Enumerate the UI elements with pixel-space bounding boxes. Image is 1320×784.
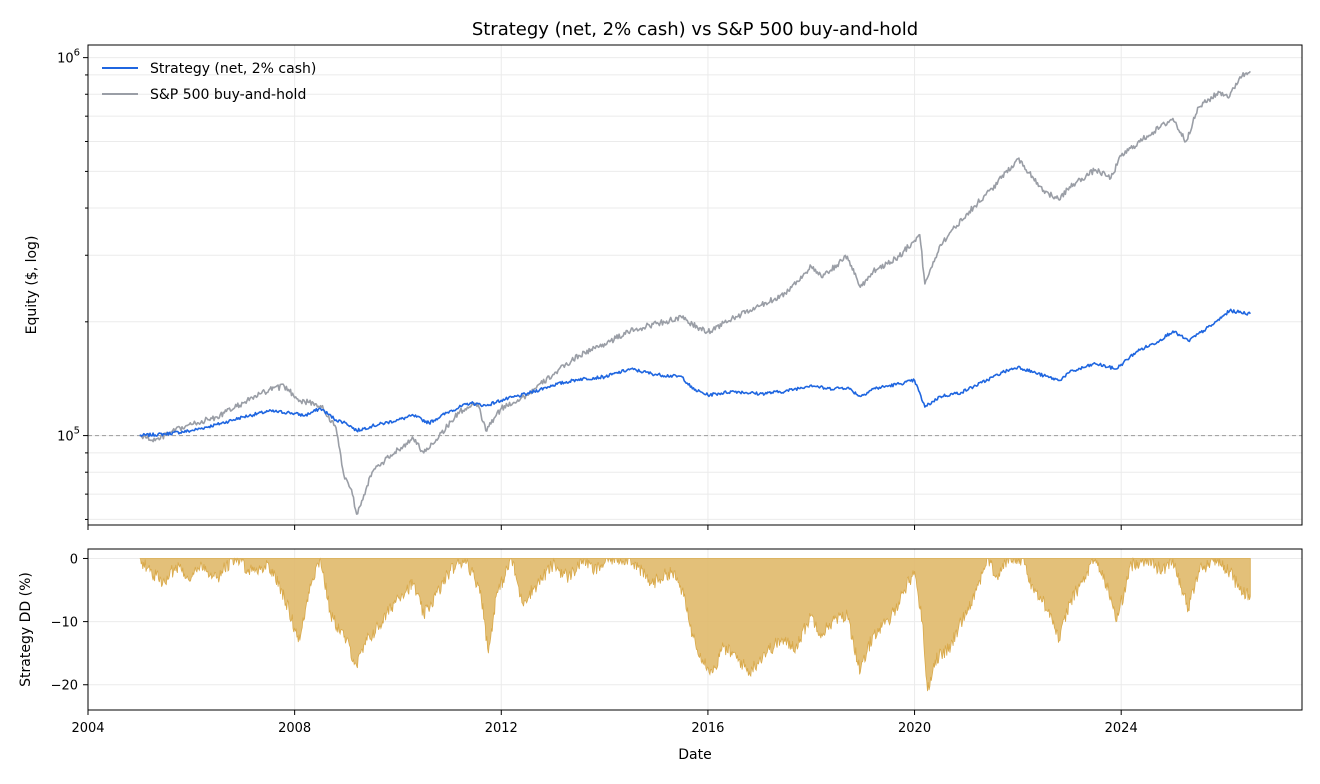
- x-axis-label: Date: [678, 747, 711, 763]
- equity-y-tick-label: 106: [57, 48, 80, 67]
- chart-title: Strategy (net, 2% cash) vs S&P 500 buy-a…: [472, 19, 918, 40]
- equity-grid: [88, 45, 1302, 525]
- x-tick-label: 2004: [71, 721, 104, 736]
- equity-axes-frame: [87, 44, 1303, 526]
- equity-y-tick-exponent: 5: [74, 426, 80, 437]
- x-tick-label: 2020: [898, 721, 931, 736]
- drawdown-axes-frame: [87, 548, 1303, 711]
- equity-x-ticks: [87, 525, 1122, 530]
- equity-panel: 105 106 Equity ($, log) Strategy (net, 2%…: [24, 44, 1303, 530]
- drawdown-x-ticks: 2004 2008 2012 2016 2020 2024: [71, 710, 1138, 736]
- legend: Strategy (net, 2% cash) S&P 500 buy-and-…: [102, 61, 316, 103]
- drawdown-y-tick-label: −20: [51, 679, 78, 694]
- drawdown-y-tick-label: −10: [51, 616, 78, 631]
- x-tick-label: 2012: [485, 721, 518, 736]
- equity-lines: [139, 70, 1251, 515]
- legend-label-sp500: S&P 500 buy-and-hold: [150, 87, 306, 103]
- x-tick-label: 2008: [278, 721, 311, 736]
- equity-y-axis-label: Equity ($, log): [24, 236, 40, 335]
- x-tick-label: 2024: [1105, 721, 1138, 736]
- equity-y-tick-exponent: 6: [74, 48, 80, 59]
- drawdown-y-tick-label: 0: [70, 552, 78, 567]
- equity-y-tick-label: 105: [57, 426, 80, 445]
- drawdown-y-ticks: 0 −10 −20: [51, 552, 88, 694]
- x-tick-label: 2016: [691, 721, 724, 736]
- sp500-line: [139, 70, 1251, 515]
- drawdown-fill: [139, 556, 1251, 692]
- drawdown-y-axis-label: Strategy DD (%): [18, 572, 34, 687]
- strategy-line: [139, 308, 1251, 438]
- equity-y-ticks: 105 106: [57, 48, 88, 520]
- legend-label-strategy: Strategy (net, 2% cash): [150, 61, 316, 77]
- drawdown-panel: 0 −10 −20 2004 2008 2012 2016 2020 2024 Strateg…: [18, 548, 1303, 763]
- drawdown-area: [139, 556, 1251, 692]
